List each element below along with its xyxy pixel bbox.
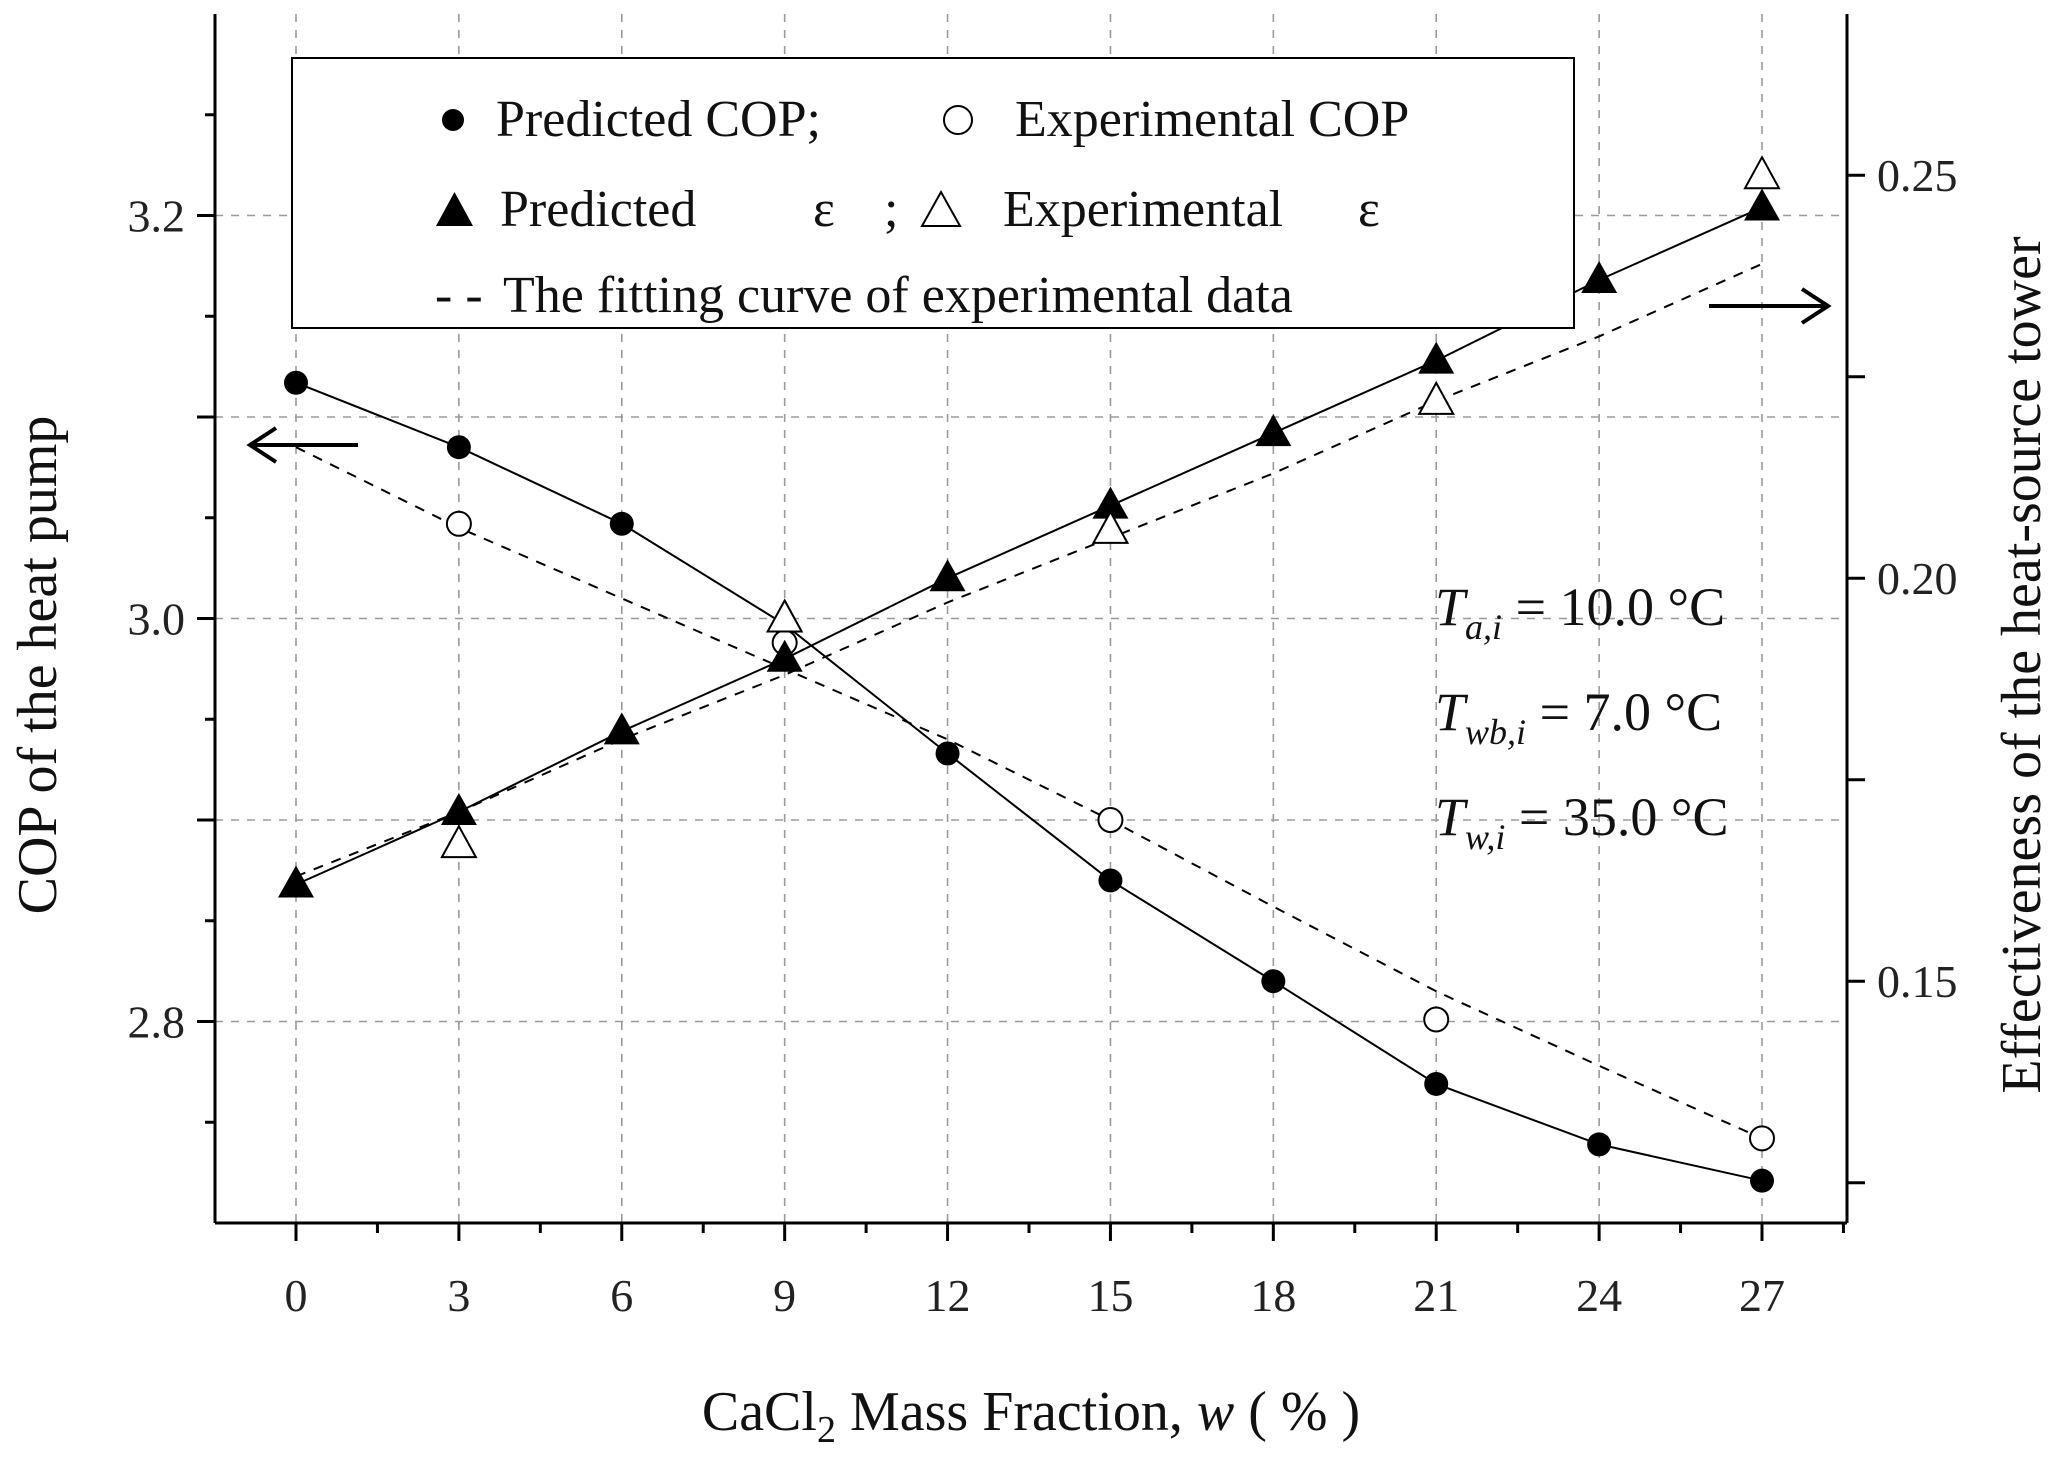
experimental-cop-point-21 (1423, 1006, 1450, 1033)
legend-experimental-eps: Experimental (1003, 181, 1283, 238)
x-tick-label-24: 24 (1576, 1270, 1622, 1321)
predicted--point-21 (1418, 341, 1455, 374)
legend-fitting-curve: The fitting curve of experimental data (503, 267, 1293, 324)
legend-separator: ; (884, 181, 898, 238)
predicted-cop-point-15 (1098, 868, 1123, 893)
predicted--point-12 (929, 559, 966, 592)
predicted--point-6 (603, 712, 640, 745)
predicted-cop-point-18 (1261, 969, 1286, 994)
predicted--point-27 (1744, 188, 1780, 221)
condition-air-inlet: Ta,i = 10.0 °C (1435, 577, 1725, 647)
experimental-cop-point-3 (445, 510, 472, 537)
left-tick-label-3.2: 3.2 (128, 191, 186, 242)
predicted-cop-point-12 (935, 741, 960, 766)
legend: Predicted COP; Experimental COP Predicte… (291, 57, 1575, 329)
predicted--point-18 (1255, 414, 1292, 447)
experimental-cop-point-27 (1749, 1125, 1775, 1152)
experimental--point-9 (765, 598, 804, 633)
x-tick-label-12: 12 (925, 1270, 971, 1321)
predicted-cop-point-0 (284, 370, 308, 395)
predicted--point-15 (1092, 486, 1129, 519)
legend-predicted-cop: Predicted COP; (496, 91, 821, 148)
experimental-cop-fit-line (295, 446, 1763, 1140)
condition-water-inlet: Tw,i = 35.0 °C (1435, 787, 1728, 857)
predicted-cop-point-3 (446, 435, 471, 460)
x-tick-label-15: 15 (1087, 1270, 1133, 1321)
predicted-cop-point-24 (1587, 1132, 1612, 1157)
predicted-cop-line (295, 381, 1763, 1182)
x-tick-label-6: 6 (610, 1270, 633, 1321)
conditions: Ta,i = 10.0 °C Twb,i = 7.0 °C Tw,i = 35.… (1435, 577, 1728, 857)
legend-predicted-eps: Predicted (500, 181, 696, 238)
predicted--point-3 (440, 792, 477, 825)
predicted--point-24 (1581, 260, 1618, 293)
condition-wet-bulb-inlet: Twb,i = 7.0 °C (1435, 682, 1722, 752)
x-tick-label-0: 0 (285, 1270, 308, 1321)
right-tick-label-0.2: 0.20 (1877, 553, 1958, 604)
x-tick-label-3: 3 (447, 1270, 470, 1321)
right-y-axis-title: Effectiveness of the heat-source tower (1991, 236, 2053, 1094)
legend-eps-symbol-2: ε (1358, 181, 1380, 238)
legend-dash-sample: - - (435, 267, 483, 324)
legend-predicted-eps-marker (436, 192, 473, 226)
right-tick-label-0.15: 0.15 (1877, 956, 1958, 1007)
experimental--point-3 (440, 824, 478, 859)
x-tick-label-21: 21 (1413, 1270, 1459, 1321)
axis-ticks: 0 3 6 9 12 15 18 21 24 27 2.8 3.0 3.2 0.15 0.20 0.25 (128, 113, 1958, 1321)
right-axis-arrow (1709, 287, 1832, 325)
predicted-cop-point-21 (1424, 1071, 1449, 1096)
legend-experimental-cop: Experimental COP (1015, 91, 1409, 148)
left-axis-arrow (246, 426, 358, 464)
legend-experimental-cop-marker (943, 105, 973, 135)
x-tick-label-27: 27 (1739, 1270, 1785, 1321)
left-tick-label-2.8: 2.8 (128, 997, 186, 1048)
experimental-cop-point-15 (1097, 807, 1124, 833)
x-axis-title: CaCl2 Mass Fraction, w ( % ) (702, 1381, 1360, 1451)
left-y-axis-title: COP of the heat pump (7, 416, 69, 915)
x-tick-label-18: 18 (1250, 1270, 1296, 1321)
experimental--point-27 (1743, 155, 1781, 190)
legend-box (291, 57, 1575, 329)
left-tick-label-3: 3.0 (128, 594, 186, 645)
experimental--point-15 (1091, 509, 1130, 544)
legend-eps-symbol-1: ε (813, 181, 835, 238)
right-tick-label-0.25: 0.25 (1877, 150, 1958, 201)
predicted-cop-point-6 (609, 511, 634, 536)
predicted--point-0 (278, 865, 314, 898)
x-tick-label-9: 9 (773, 1270, 796, 1321)
legend-experimental-eps-marker (920, 189, 962, 227)
predicted--point-9 (766, 639, 803, 672)
legend-predicted-cop-marker (442, 109, 464, 131)
experimental--point-21 (1417, 380, 1455, 415)
grid (215, 14, 1847, 1223)
predicted-cop-point-27 (1750, 1168, 1774, 1193)
